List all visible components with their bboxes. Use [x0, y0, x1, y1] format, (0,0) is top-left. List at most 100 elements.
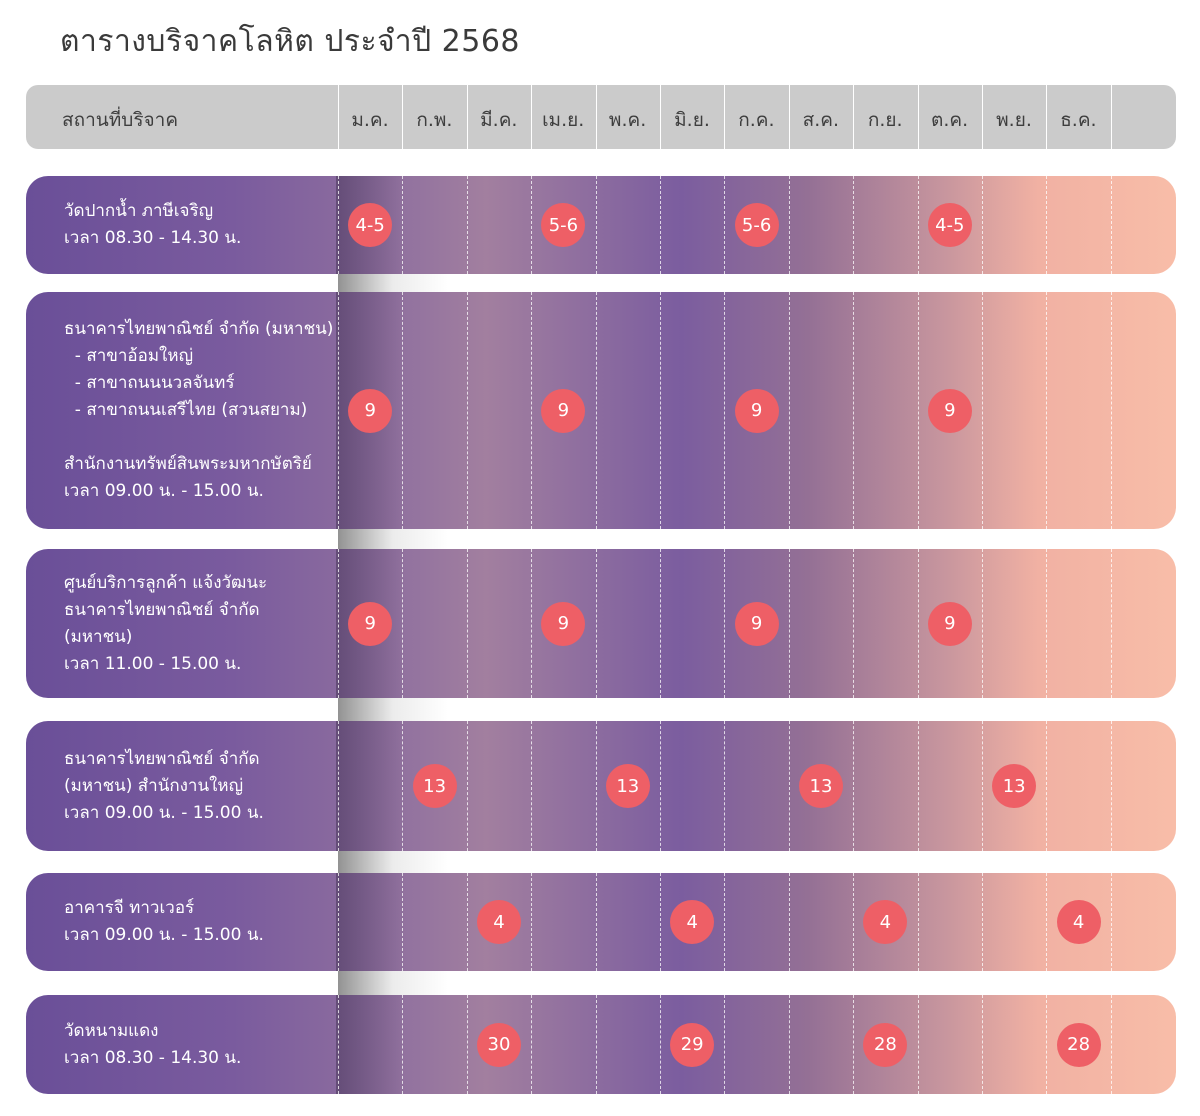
location-row: อาคารจี ทาวเวอร์ เวลา 09.00 น. - 15.00 น.… — [26, 873, 1176, 971]
donation-date-badge: 13 — [799, 764, 843, 808]
location-detail — [64, 424, 333, 451]
column-shadow — [336, 995, 406, 1094]
month-divider — [402, 549, 404, 698]
month-divider — [1046, 873, 1048, 971]
donation-date-badge: 9 — [927, 388, 972, 433]
month-divider — [982, 995, 983, 1094]
month-divider — [595, 292, 597, 529]
donation-date-badge: 5-6 — [541, 203, 586, 247]
month-divider — [660, 292, 661, 529]
month-divider — [466, 176, 468, 274]
donation-date-badge: 28 — [863, 1022, 908, 1067]
month-divider — [1110, 176, 1112, 274]
month-divider — [338, 873, 339, 971]
month-header: เม.ย. — [542, 109, 585, 131]
location-info: ศูนย์บริการลูกค้า แจ้งวัฒนะ ธนาคารไทยพาณิ… — [64, 570, 267, 678]
month-divider — [660, 721, 661, 851]
month-divider — [1110, 995, 1112, 1094]
month-divider — [1046, 721, 1048, 851]
location-detail: เวลา 11.00 - 15.00 น. — [64, 653, 242, 674]
location-row: ธนาคารไทยพาณิชย์ จำกัด (มหาชน) สำนักงานให… — [26, 721, 1176, 851]
month-divider — [724, 995, 726, 1094]
page-title: ตารางบริจาคโลหิต ประจำปี 2568 — [60, 24, 520, 59]
month-divider — [788, 176, 790, 274]
location-detail: ธนาคารไทยพาณิชย์ จำกัด — [64, 599, 260, 620]
month-divider — [595, 721, 597, 851]
month-divider — [531, 176, 533, 274]
month-divider — [338, 721, 339, 851]
month-header: มี.ค. — [480, 109, 518, 131]
month-divider — [853, 873, 855, 971]
month-divider — [724, 721, 726, 851]
month-divider — [1110, 292, 1112, 529]
month-divider — [466, 873, 468, 971]
month-divider — [1110, 873, 1112, 971]
location-name: ธนาคารไทยพาณิชย์ จำกัด (มหาชน) — [64, 319, 334, 339]
donation-date-badge: 4 — [1056, 900, 1101, 944]
donation-date-badge: 5-6 — [734, 203, 779, 247]
row-gap-shadow — [338, 274, 448, 292]
header-column-divider — [338, 85, 339, 149]
location-info: วัดปากน้ำ ภาษีเจริญ เวลา 08.30 - 14.30 น. — [64, 198, 241, 252]
location-row: วัดหนามแดง เวลา 08.30 - 14.30 น. 30 29 28 28 — [26, 995, 1176, 1094]
month-divider — [788, 549, 790, 698]
donation-date-badge: 9 — [541, 388, 586, 433]
location-detail: เวลา 09.00 น. - 15.00 น. — [64, 925, 264, 945]
month-header: ก.ค. — [738, 109, 775, 131]
month-header: ธ.ค. — [1060, 109, 1097, 131]
month-divider — [595, 549, 597, 698]
month-header: ต.ค. — [931, 109, 969, 131]
month-divider — [982, 176, 983, 274]
donation-date-badge: 4 — [477, 900, 521, 944]
month-divider — [1110, 721, 1112, 851]
month-divider — [917, 549, 919, 698]
month-divider — [982, 292, 983, 529]
month-divider — [660, 176, 661, 274]
month-divider — [917, 292, 919, 529]
column-shadow — [336, 873, 406, 971]
donation-date-badge: 4 — [863, 900, 908, 944]
month-divider — [982, 721, 983, 851]
header-column-divider — [1046, 85, 1048, 149]
location-row: วัดปากน้ำ ภาษีเจริญ เวลา 08.30 - 14.30 น.… — [26, 176, 1176, 274]
month-divider — [724, 549, 726, 698]
month-divider — [982, 549, 983, 698]
donation-date-badge: 4 — [670, 900, 715, 944]
location-detail: เวลา 08.30 - 14.30 น. — [64, 228, 242, 248]
month-header: ก.ย. — [867, 109, 903, 131]
month-divider — [917, 176, 919, 274]
row-gap-shadow — [338, 698, 448, 721]
month-divider — [788, 292, 790, 529]
month-header: พ.ย. — [996, 109, 1032, 131]
month-header: ม.ค. — [351, 109, 389, 131]
location-row: ศูนย์บริการลูกค้า แจ้งวัฒนะ ธนาคารไทยพาณิ… — [26, 549, 1176, 698]
month-divider — [853, 549, 855, 698]
header-column-divider — [853, 85, 855, 149]
donation-date-badge: 9 — [541, 601, 586, 646]
month-divider — [531, 995, 533, 1094]
location-detail: - สาขาถนนเสรีไทย (สวนสยาม) — [64, 400, 308, 420]
donation-date-badge: 29 — [670, 1022, 715, 1067]
month-divider — [788, 995, 790, 1094]
month-divider — [466, 292, 468, 529]
month-divider — [788, 721, 790, 851]
location-detail: - สาขาถนนนวลจันทร์ — [64, 373, 235, 393]
header-column-divider — [982, 85, 983, 149]
month-header: ส.ค. — [802, 109, 839, 131]
donation-date-badge: 13 — [412, 764, 457, 808]
month-divider — [853, 176, 855, 274]
donation-date-badge: 4-5 — [348, 203, 393, 247]
donation-date-badge: 13 — [605, 764, 650, 808]
month-divider — [338, 176, 339, 274]
location-info: อาคารจี ทาวเวอร์ เวลา 09.00 น. - 15.00 น. — [64, 895, 264, 949]
month-divider — [724, 176, 726, 274]
location-info: วัดหนามแดง เวลา 08.30 - 14.30 น. — [64, 1018, 241, 1072]
month-divider — [402, 873, 404, 971]
month-divider — [466, 549, 468, 698]
month-divider — [402, 176, 404, 274]
location-detail: (มหาชน) สำนักงานใหญ่ — [64, 775, 244, 796]
month-divider — [338, 995, 339, 1094]
month-divider — [660, 873, 661, 971]
row-gap-shadow — [338, 971, 448, 995]
location-detail: (มหาชน) — [64, 626, 133, 647]
